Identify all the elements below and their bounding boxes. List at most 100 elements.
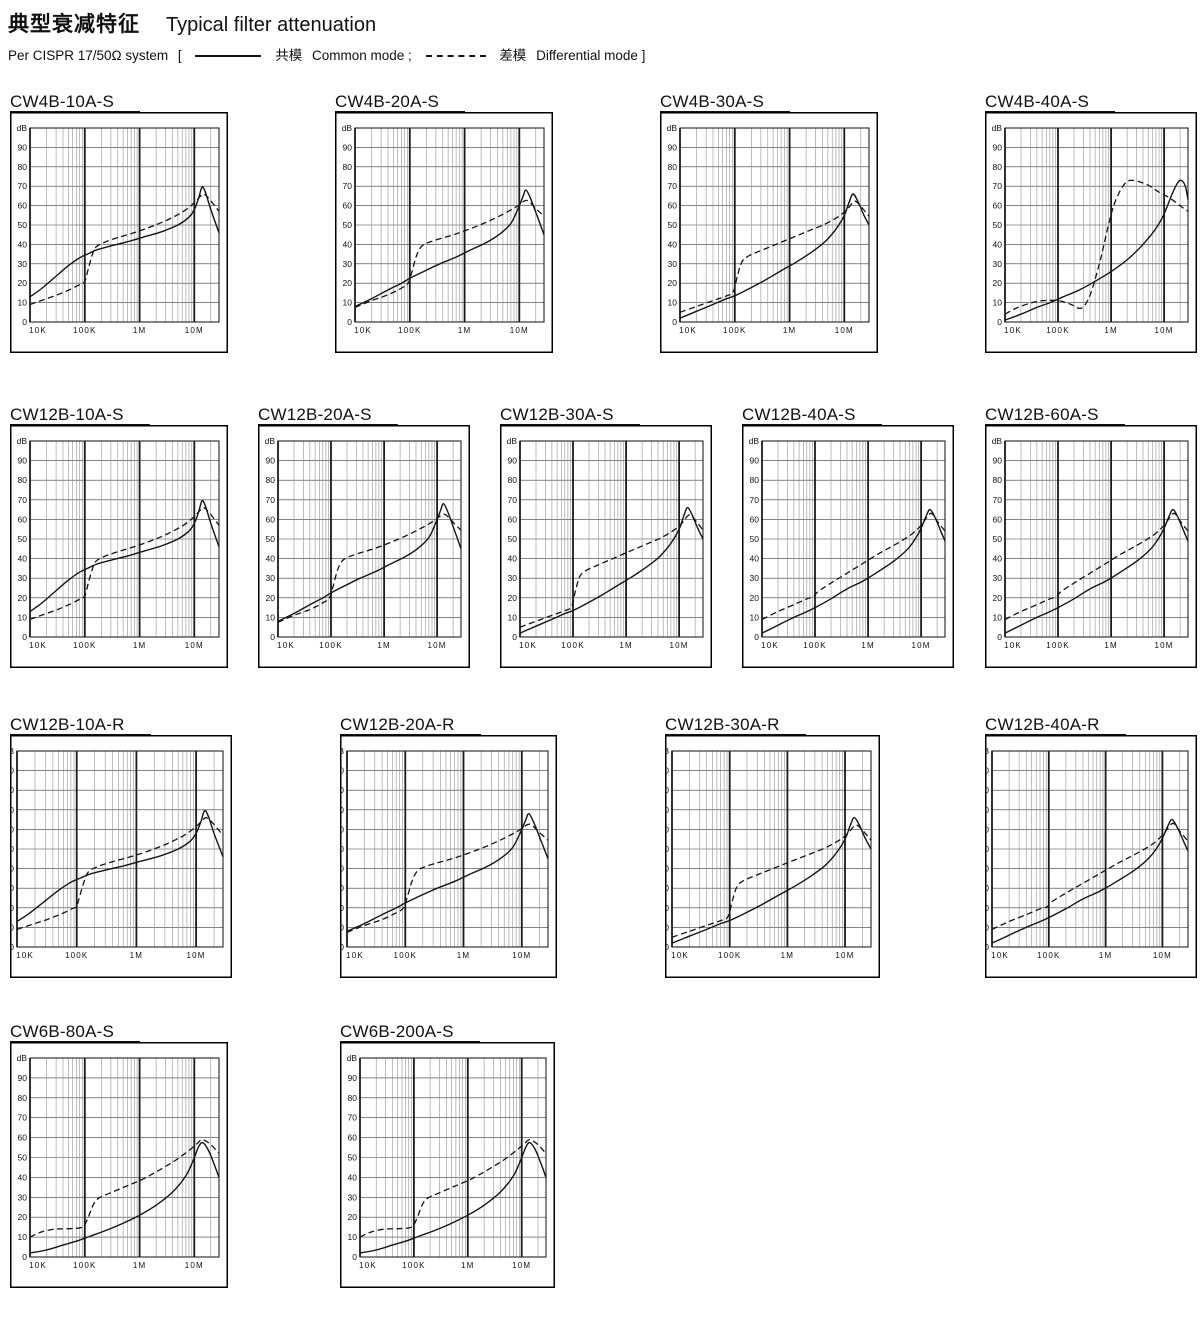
svg-text:80: 80 <box>993 475 1003 485</box>
chart-cw4b-30a-s: CW4B-30A-S dB 90 80 70 60 50 40 30 20 10 0 10K 100K 1… <box>660 93 878 353</box>
svg-text:50: 50 <box>340 844 344 854</box>
svg-text:70: 70 <box>508 495 518 505</box>
svg-text:20: 20 <box>993 593 1003 603</box>
chart-title: CW12B-40A-R <box>985 716 1126 735</box>
svg-text:10: 10 <box>18 1232 28 1242</box>
svg-text:dB: dB <box>992 436 1003 446</box>
svg-text:80: 80 <box>18 475 28 485</box>
svg-text:20: 20 <box>668 278 678 288</box>
svg-text:10: 10 <box>348 1232 358 1242</box>
svg-text:50: 50 <box>985 844 989 854</box>
svg-text:60: 60 <box>750 514 760 524</box>
svg-text:50: 50 <box>668 220 678 230</box>
svg-text:10M: 10M <box>1153 951 1172 960</box>
svg-text:0: 0 <box>340 942 344 952</box>
svg-text:60: 60 <box>18 514 28 524</box>
svg-text:dB: dB <box>340 746 344 756</box>
chart-title: CW4B-10A-S <box>10 93 141 112</box>
svg-text:60: 60 <box>18 201 28 211</box>
svg-text:70: 70 <box>18 181 28 191</box>
svg-text:70: 70 <box>668 181 678 191</box>
chart-cw4b-40a-s: CW4B-40A-S dB 90 80 70 60 50 40 30 20 10 0 10K 100K 1… <box>985 93 1197 353</box>
svg-text:90: 90 <box>750 456 760 466</box>
svg-text:30: 30 <box>508 573 518 583</box>
svg-text:70: 70 <box>343 181 353 191</box>
svg-text:0: 0 <box>997 317 1002 327</box>
svg-text:20: 20 <box>266 593 276 603</box>
svg-text:30: 30 <box>348 1192 358 1202</box>
svg-text:1M: 1M <box>1104 641 1118 650</box>
svg-text:10K: 10K <box>679 326 697 335</box>
svg-text:10K: 10K <box>1004 326 1022 335</box>
chart-cw4b-20a-s: CW4B-20A-S dB 90 80 70 60 50 40 30 20 10 0 10K 100K 1… <box>335 93 553 353</box>
svg-text:80: 80 <box>343 162 353 172</box>
svg-text:70: 70 <box>665 805 669 815</box>
svg-text:60: 60 <box>993 201 1003 211</box>
svg-text:dB: dB <box>265 436 276 446</box>
chart-title: CW12B-30A-R <box>665 716 806 735</box>
svg-text:100K: 100K <box>319 641 342 650</box>
svg-text:20: 20 <box>18 1212 28 1222</box>
svg-text:30: 30 <box>340 883 344 893</box>
svg-text:dB: dB <box>17 1053 28 1063</box>
svg-text:60: 60 <box>340 824 344 834</box>
svg-text:40: 40 <box>985 864 989 874</box>
svg-text:100K: 100K <box>803 641 826 650</box>
svg-text:30: 30 <box>266 573 276 583</box>
svg-text:60: 60 <box>668 201 678 211</box>
svg-text:50: 50 <box>348 1153 358 1163</box>
svg-text:50: 50 <box>10 844 14 854</box>
svg-text:10M: 10M <box>912 641 931 650</box>
svg-text:50: 50 <box>750 534 760 544</box>
common-mode-line-sample <box>195 55 262 57</box>
svg-text:dB: dB <box>665 746 669 756</box>
svg-text:30: 30 <box>10 883 14 893</box>
legend-diff-en: Differential mode ] <box>536 48 646 63</box>
svg-text:10K: 10K <box>1004 641 1022 650</box>
svg-text:90: 90 <box>18 1073 28 1083</box>
svg-text:10K: 10K <box>277 641 295 650</box>
svg-text:20: 20 <box>343 278 353 288</box>
svg-text:10M: 10M <box>185 326 204 335</box>
svg-text:0: 0 <box>270 632 275 642</box>
svg-text:10: 10 <box>18 612 28 622</box>
svg-text:60: 60 <box>348 1133 358 1143</box>
svg-text:80: 80 <box>10 785 14 795</box>
svg-text:0: 0 <box>672 317 677 327</box>
chart-title: CW12B-60A-S <box>985 406 1125 425</box>
svg-text:30: 30 <box>343 259 353 269</box>
svg-text:70: 70 <box>985 805 989 815</box>
svg-text:80: 80 <box>348 1093 358 1103</box>
chart-title: CW12B-40A-S <box>742 406 882 425</box>
svg-text:40: 40 <box>348 1172 358 1182</box>
svg-text:30: 30 <box>665 883 669 893</box>
svg-text:10K: 10K <box>346 951 364 960</box>
svg-text:10K: 10K <box>359 1261 377 1270</box>
svg-text:30: 30 <box>668 259 678 269</box>
svg-text:40: 40 <box>665 864 669 874</box>
svg-text:50: 50 <box>993 534 1003 544</box>
page-header: 典型衰减特征 Typical filter attenuation <box>8 8 376 38</box>
svg-text:dB: dB <box>992 123 1003 133</box>
svg-text:dB: dB <box>667 123 678 133</box>
page-title-zh: 典型衰减特征 <box>8 13 140 36</box>
svg-text:1M: 1M <box>458 326 472 335</box>
svg-text:1M: 1M <box>783 326 797 335</box>
svg-text:80: 80 <box>985 785 989 795</box>
chart-title: CW12B-30A-S <box>500 406 640 425</box>
svg-text:0: 0 <box>352 1252 357 1262</box>
svg-text:dB: dB <box>17 436 28 446</box>
svg-text:30: 30 <box>993 259 1003 269</box>
svg-text:10K: 10K <box>671 951 689 960</box>
chart-title: CW12B-10A-R <box>10 716 151 735</box>
svg-text:30: 30 <box>993 573 1003 583</box>
